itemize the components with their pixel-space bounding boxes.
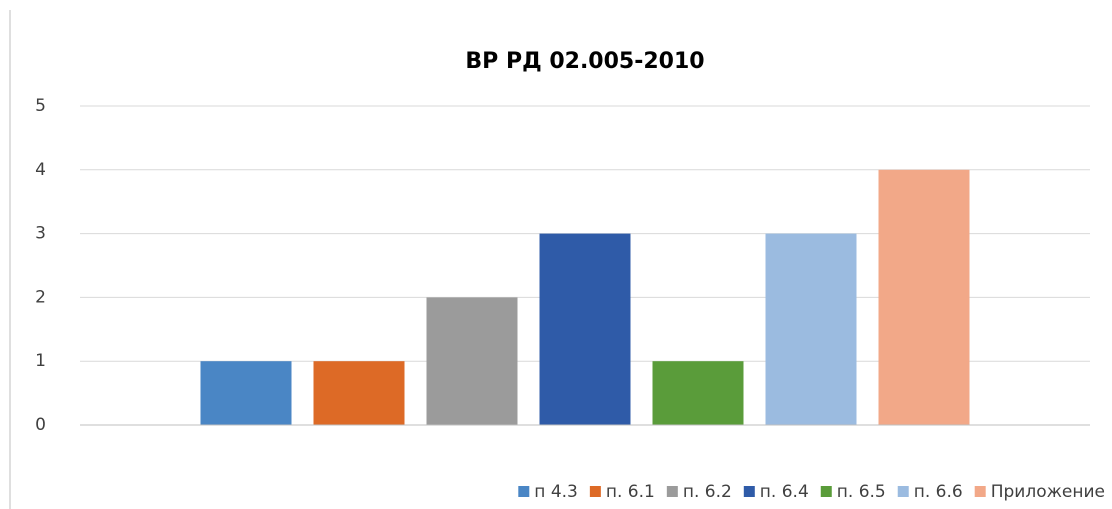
y-tick-label: 1 [35,351,46,371]
bar [539,233,631,425]
legend-label: п. 6.4 [760,482,809,502]
legend-swatch [589,486,601,497]
y-tick-label: 3 [35,224,46,244]
bar [765,233,857,425]
bar [313,361,405,425]
y-tick-label: 2 [35,287,46,307]
legend-label: п. 6.2 [683,482,732,502]
y-tick-label: 5 [35,96,46,116]
legend-swatch [974,486,986,497]
legend-label: Приложение [991,482,1105,502]
legend-swatch [518,486,530,497]
y-tick-label: 0 [35,415,46,435]
legend-swatch [666,486,678,497]
legend-label: п. 6.5 [837,482,886,502]
legend-swatch [897,486,909,497]
y-tick-label: 4 [35,160,46,180]
legend-swatch [743,486,755,497]
chart-title: ВР РД 02.005-2010 [465,49,704,74]
legend-label: п. 6.6 [914,482,963,502]
bar [878,169,970,425]
legend-swatch [820,486,832,497]
bar [426,297,518,425]
bar [652,361,744,425]
bar [200,361,292,425]
legend-label: п 4.3 [534,482,578,502]
legend-label: п. 6.1 [606,482,655,502]
